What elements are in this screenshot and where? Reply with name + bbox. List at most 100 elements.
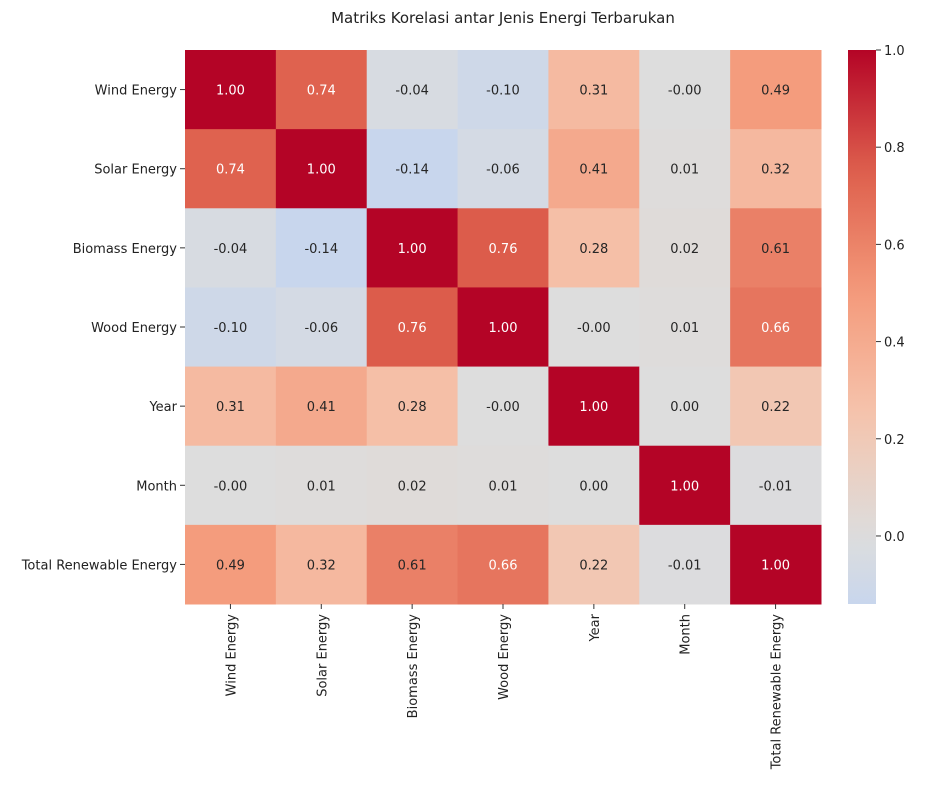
heatmap-cell [185, 445, 277, 526]
cell-value-label: 1.00 [489, 321, 518, 336]
cell-value-label: 0.49 [216, 558, 245, 573]
cell-value-label: 0.01 [670, 163, 699, 178]
x-tick-label: Total Renewable Energy [770, 614, 785, 771]
cell-value-label: -0.04 [395, 84, 429, 99]
heatmap-cell [457, 366, 549, 447]
heatmap-cell [185, 50, 277, 130]
heatmap-cell [366, 129, 459, 209]
y-tick-labels: Wind Energy Solar Energy Biomass Energy Woo… [21, 84, 185, 573]
cell-value-label: 0.61 [761, 242, 790, 257]
x-tick-labels: Wind Energy Solar Energy Biomass Energy Woo… [224, 604, 785, 771]
heatmap-cell [730, 287, 822, 368]
heatmap-cell [730, 129, 822, 209]
chart-title: Matriks Korelasi antar Jenis Energi Terb… [331, 9, 675, 27]
cell-value-label: 0.66 [489, 558, 518, 573]
heatmap-cell [366, 208, 459, 288]
colorbar-tick-label: 0.4 [884, 336, 905, 351]
heatmap-cell [730, 524, 822, 605]
cell-value-label: 0.61 [398, 558, 427, 573]
y-tick-label: Month [136, 479, 177, 494]
cell-value-label: -0.00 [214, 479, 248, 494]
heatmap-cell [639, 129, 731, 209]
x-tick-label: Month [679, 614, 694, 655]
colorbar: 1.0 0.8 0.6 0.4 0.2 0.0 [848, 44, 905, 604]
cell-value-label: -0.14 [395, 163, 429, 178]
heatmap-cell [639, 445, 731, 526]
cell-value-label: -0.00 [668, 84, 702, 99]
cell-value-label: 0.32 [761, 163, 790, 178]
heatmap-cell [366, 287, 459, 368]
heatmap-cell [457, 208, 549, 288]
heatmap-cell [185, 524, 277, 605]
heatmap-cell [730, 445, 822, 526]
x-tick-label: Wind Energy [224, 614, 239, 697]
y-tick-label: Total Renewable Energy [21, 558, 178, 573]
cell-value-label: 0.02 [398, 479, 427, 494]
heatmap-cell [639, 287, 731, 368]
heatmap-cell [639, 208, 731, 288]
colorbar-tick-label: 0.0 [884, 530, 905, 545]
colorbar-gradient [848, 50, 876, 604]
cell-value-label: -0.14 [304, 242, 338, 257]
cell-value-label: -0.01 [759, 479, 793, 494]
colorbar-tick-label: 0.6 [884, 238, 905, 253]
cell-value-label: 0.00 [670, 400, 699, 415]
x-tick-label: Biomass Energy [406, 614, 421, 719]
y-tick-label: Solar Energy [94, 163, 177, 178]
x-tick-label: Solar Energy [315, 614, 330, 697]
x-tick-label: Year [588, 613, 603, 642]
cell-value-label: 0.74 [216, 163, 245, 178]
heatmap-cell [730, 366, 822, 447]
cell-value-label: -0.04 [214, 242, 248, 257]
heatmap-cell [548, 287, 640, 368]
cell-value-label: 0.22 [761, 400, 790, 415]
heatmap-cell [457, 524, 549, 605]
cell-value-label: 0.22 [579, 558, 608, 573]
cell-value-label: 0.76 [489, 242, 518, 257]
cell-value-label: -0.01 [668, 558, 702, 573]
heatmap-cell [275, 208, 368, 288]
cell-value-label: 0.01 [670, 321, 699, 336]
y-tick-label: Year [148, 400, 177, 415]
heatmap-cell [548, 445, 640, 526]
cell-value-label: 0.28 [398, 400, 427, 415]
cell-value-label: 0.76 [398, 321, 427, 336]
heatmap-cell [275, 366, 368, 447]
cell-value-label: 0.74 [307, 84, 336, 99]
y-tick-label: Wood Energy [91, 321, 177, 336]
heatmap-cell [639, 366, 731, 447]
cell-value-label: 0.49 [761, 84, 790, 99]
cell-value-label: -0.06 [304, 321, 338, 336]
cell-value-label: 0.01 [489, 479, 518, 494]
cell-value-label: -0.00 [577, 321, 611, 336]
heatmap-cell [185, 129, 277, 209]
heatmap-cell [457, 445, 549, 526]
cell-value-label: -0.10 [214, 321, 248, 336]
heatmap-cell [639, 524, 731, 605]
cell-value-label: 1.00 [579, 400, 608, 415]
heatmap-cell [730, 50, 822, 130]
cell-value-label: 0.31 [216, 400, 245, 415]
heatmap-cell [366, 445, 459, 526]
y-tick-label: Biomass Energy [73, 242, 178, 257]
cell-value-label: 1.00 [761, 558, 790, 573]
heatmap-cells: 1.00 0.74 -0.04 -0.10 0.31 -0.00 0.49 0.74 1.00 -… [185, 50, 822, 605]
heatmap-cell [366, 524, 459, 605]
cell-value-label: 0.41 [579, 163, 608, 178]
heatmap-cell [185, 366, 277, 447]
heatmap-cell [185, 208, 277, 288]
cell-value-label: -0.10 [486, 84, 520, 99]
heatmap-cell [185, 287, 277, 368]
heatmap-cell [275, 50, 368, 130]
heatmap-cell [275, 287, 368, 368]
colorbar-tick-label: 0.2 [884, 433, 905, 448]
y-tick-label: Wind Energy [95, 84, 178, 99]
heatmap-cell [548, 50, 640, 130]
cell-value-label: -0.00 [486, 400, 520, 415]
cell-value-label: 0.00 [579, 479, 608, 494]
heatmap-cell [548, 208, 640, 288]
colorbar-tick-label: 1.0 [884, 44, 905, 59]
heatmap-cell [548, 524, 640, 605]
cell-value-label: 0.01 [307, 479, 336, 494]
